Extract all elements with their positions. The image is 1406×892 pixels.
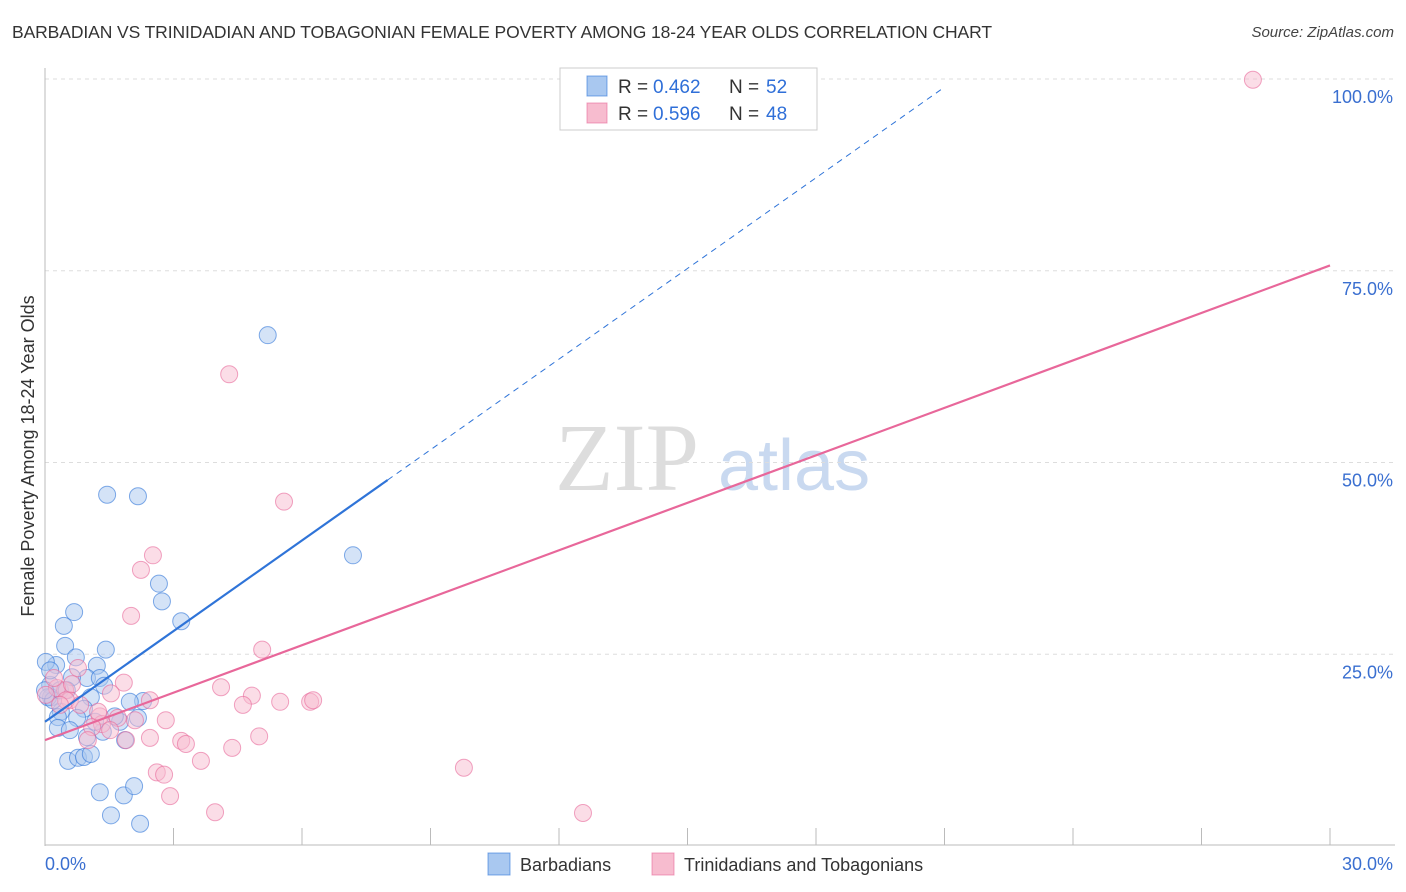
point-trinidadian (143, 546, 162, 565)
legend-swatch (487, 852, 511, 876)
point-barbadian (96, 640, 115, 659)
point-trinidadian (68, 659, 87, 678)
trend-line-extension (387, 86, 945, 481)
chart-title: BARBADIAN VS TRINIDADIAN AND TOBAGONIAN … (12, 22, 992, 42)
point-barbadian (131, 814, 150, 833)
y-tick-label: 75.0% (1342, 279, 1393, 299)
point-trinidadian (304, 691, 323, 710)
point-trinidadian (233, 695, 252, 714)
watermark: ZIP (555, 404, 699, 511)
point-trinidadian (250, 727, 269, 746)
watermark: atlas (718, 426, 870, 506)
point-barbadian (120, 692, 139, 711)
y-tick-label: 100.0% (1332, 87, 1393, 107)
point-trinidadian (62, 675, 81, 694)
trend-line-trinidadian (44, 264, 1331, 742)
legend-n-label: N = (729, 77, 759, 98)
point-trinidadian (573, 804, 592, 823)
point-barbadian (258, 326, 277, 345)
legend-r-label: R = (618, 104, 648, 125)
point-trinidadian (125, 711, 144, 730)
point-trinidadian (206, 803, 225, 822)
point-trinidadian (131, 560, 150, 579)
point-barbadian (149, 574, 168, 593)
x-tick-label: 0.0% (45, 854, 86, 874)
point-trinidadian (1243, 70, 1262, 89)
point-trinidadian (253, 640, 272, 659)
point-trinidadian (155, 765, 174, 784)
legend-r-label: R = (618, 77, 648, 98)
point-barbadian (152, 592, 171, 611)
point-barbadian (65, 603, 84, 622)
legend-r-value: 0.596 (653, 104, 701, 125)
legend-swatch (586, 75, 608, 97)
point-trinidadian (44, 669, 63, 688)
y-axis-label: Female Poverty Among 18-24 Year Olds (18, 295, 38, 616)
point-barbadian (101, 806, 120, 825)
point-trinidadian (275, 492, 294, 511)
point-trinidadian (140, 728, 159, 747)
point-trinidadian (212, 678, 231, 697)
point-trinidadian (176, 734, 195, 753)
point-trinidadian (122, 606, 141, 625)
legend-swatch (586, 102, 608, 124)
point-trinidadian (161, 787, 180, 806)
point-barbadian (125, 777, 144, 796)
point-trinidadian (101, 684, 120, 703)
point-trinidadian (101, 721, 120, 740)
point-trinidadian (454, 758, 473, 777)
legend-n-label: N = (729, 104, 759, 125)
point-barbadian (98, 485, 117, 504)
point-barbadian (128, 487, 147, 506)
y-tick-label: 50.0% (1342, 471, 1393, 491)
x-tick-label: 30.0% (1342, 854, 1393, 874)
point-trinidadian (223, 738, 242, 757)
point-barbadian (172, 612, 191, 631)
legend-r-value: 0.462 (653, 77, 701, 98)
legend-label: Trinidadians and Tobagonians (684, 855, 923, 875)
chart-source: Source: ZipAtlas.com (1251, 24, 1394, 41)
legend-label: Barbadians (520, 855, 611, 875)
point-barbadian (56, 636, 75, 655)
point-trinidadian (71, 695, 90, 714)
y-tick-label: 25.0% (1342, 662, 1393, 682)
point-trinidadian (156, 711, 175, 730)
point-trinidadian (36, 685, 55, 704)
point-barbadian (343, 546, 362, 565)
point-trinidadian (191, 751, 210, 770)
legend-n-value: 52 (766, 77, 787, 98)
point-barbadian (90, 783, 109, 802)
point-trinidadian (220, 365, 239, 384)
point-trinidadian (271, 692, 290, 711)
legend-swatch (651, 852, 675, 876)
legend-n-value: 48 (766, 104, 787, 125)
point-trinidadian (78, 731, 97, 750)
trend-line-barbadian (44, 479, 389, 723)
point-barbadian (54, 616, 73, 635)
point-trinidadian (116, 731, 135, 750)
point-trinidadian (114, 673, 133, 692)
